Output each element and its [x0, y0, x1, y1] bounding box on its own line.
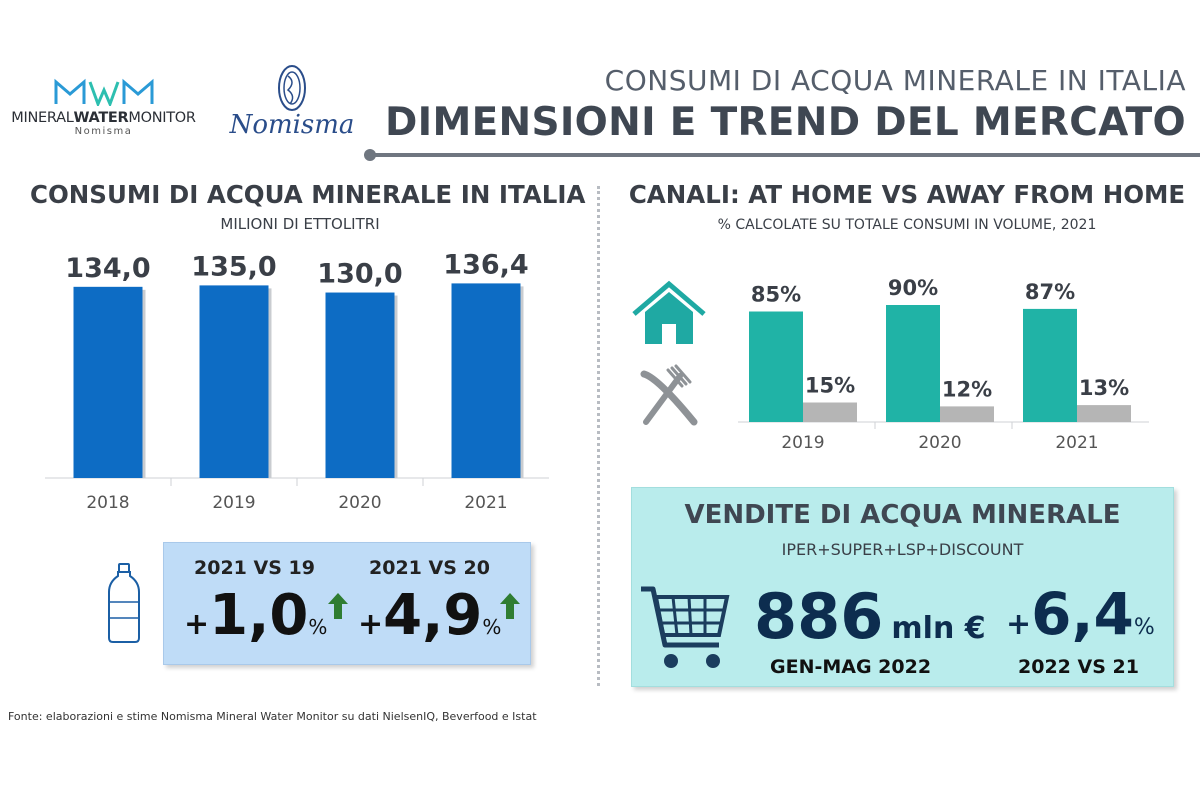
bar-at-home-2021 [1023, 308, 1077, 422]
bar-away-from-home-2019 [803, 402, 857, 422]
bar-value-label: 90% [888, 276, 938, 300]
bar-2019 [199, 285, 269, 478]
x-tick-label: 2019 [781, 433, 824, 453]
bar-value-label: 136,4 [443, 250, 528, 280]
right-chart-subtitle: % CALCOLATE SU TOTALE CONSUMI IN VOLUME,… [717, 217, 1097, 233]
arrow-up-icon [500, 593, 520, 619]
water-bottle-icon [108, 563, 140, 643]
bar-away-from-home-2021 [1077, 405, 1131, 422]
consumption-bar-chart: 134,0 2018 135,0 2019 130,0 2020 136,4 2021 [45, 250, 549, 513]
cutlery-icon [640, 364, 698, 426]
x-tick-label: 2020 [918, 433, 961, 453]
sales-subtitle: IPER+SUPER+LSP+DISCOUNT [781, 540, 1024, 559]
growth-stats-box: 2021 VS 19 +1,0% 2021 VS 20 +4,9% [163, 542, 531, 665]
bar-value-label: 85% [751, 283, 801, 307]
bar-value-label: 134,0 [65, 253, 150, 284]
mineral-water-monitor-logo: MINERALWATERMONITOR Nomisma [6, 78, 201, 137]
x-tick-label: 2021 [464, 493, 507, 513]
header-rule [370, 153, 1200, 157]
shopping-cart-icon [641, 586, 730, 668]
sales-value: 886 mln € [754, 580, 986, 653]
bar-2020 [325, 292, 395, 478]
sales-title: VENDITE DI ACQUA MINERALE [684, 500, 1121, 530]
bar-at-home-2020 [886, 305, 940, 422]
channels-bar-chart: 85% 15% 2019 90% 12% 2020 87% 13% 2021 [632, 276, 1149, 453]
bar-value-label: 12% [942, 377, 992, 401]
nomisma-logo: Nomisma [218, 62, 366, 142]
panel-divider [597, 186, 600, 686]
x-tick-label: 2019 [212, 493, 255, 513]
bar-2021 [451, 283, 521, 478]
nomisma-emblem-icon [278, 65, 306, 111]
bar-value-label: 130,0 [317, 259, 402, 290]
x-tick-label: 2020 [338, 493, 381, 513]
x-tick-label: 2018 [86, 493, 129, 513]
bar-at-home-2019 [749, 311, 803, 422]
header-title-top: CONSUMI DI ACQUA MINERALE IN ITALIA [604, 64, 1186, 97]
stat-value-vs19: +1,0% [184, 583, 328, 648]
mwm-brand-sub: Nomisma [74, 126, 133, 137]
house-icon [632, 280, 706, 344]
mwm-logo-mark-icon [54, 78, 153, 106]
stat-value-vs20: +4,9% [358, 583, 502, 648]
sales-growth: +6,4% [1006, 580, 1155, 648]
nomisma-wordmark: Nomisma [229, 110, 355, 140]
left-chart-subtitle: MILIONI DI ETTOLITRI [220, 215, 380, 233]
stat-label-vs20: 2021 VS 20 [369, 557, 490, 579]
bar-value-label: 15% [805, 374, 855, 398]
right-chart-title: CANALI: AT HOME VS AWAY FROM HOME [628, 180, 1186, 209]
stat-label-vs19: 2021 VS 19 [194, 557, 315, 579]
bar-value-label: 13% [1079, 376, 1129, 400]
sales-period: GEN-MAG 2022 [770, 656, 932, 678]
sales-growth-label: 2022 VS 21 [1018, 656, 1139, 678]
source-note: Fonte: elaborazioni e stime Nomisma Mine… [8, 710, 537, 723]
mwm-brand-name: MINERALWATERMONITOR [11, 110, 196, 126]
x-tick-label: 2021 [1055, 433, 1098, 453]
bar-value-label: 135,0 [191, 251, 276, 282]
arrow-up-icon [328, 593, 348, 619]
bar-value-label: 87% [1025, 280, 1075, 304]
sales-box: VENDITE DI ACQUA MINERALE IPER+SUPER+LSP… [631, 487, 1174, 687]
left-chart-title: CONSUMI DI ACQUA MINERALE IN ITALIA [30, 180, 586, 209]
bar-2018 [73, 286, 143, 478]
bar-away-from-home-2020 [940, 406, 994, 422]
header-title-main: DIMENSIONI E TREND DEL MERCATO [385, 100, 1186, 145]
